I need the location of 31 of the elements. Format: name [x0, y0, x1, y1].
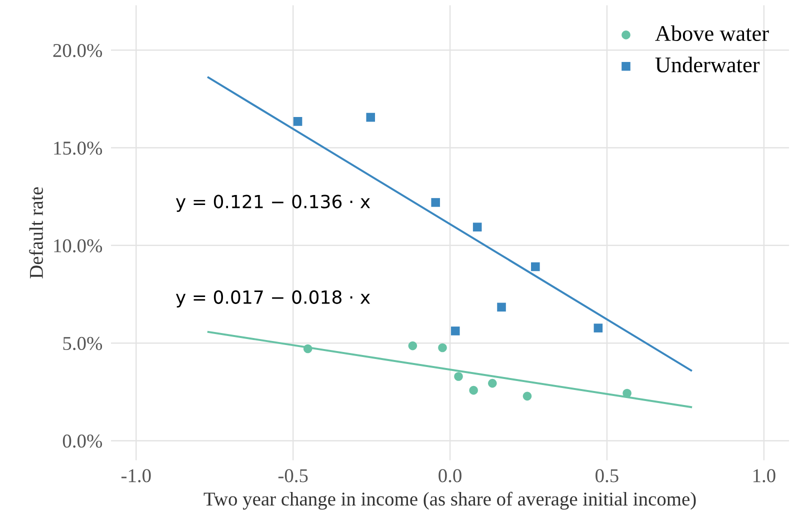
point — [438, 343, 447, 352]
x-tick-label: 0.0 — [438, 469, 462, 482]
y-tick-label: 20.0% — [53, 44, 102, 58]
point — [472, 222, 482, 232]
point — [469, 386, 478, 395]
point — [408, 341, 418, 350]
y-tick-label: 0.0% — [62, 434, 102, 448]
point — [366, 112, 376, 122]
y-tick-label: 5.0% — [63, 336, 102, 350]
point — [497, 302, 506, 312]
point — [522, 392, 532, 401]
point — [594, 324, 603, 332]
legend-label: Above water — [655, 25, 769, 42]
point — [488, 378, 497, 388]
x-tick-label: -1.0 — [121, 469, 151, 482]
x-tick-label: 0.5 — [596, 469, 618, 482]
point — [431, 198, 440, 207]
point — [454, 372, 463, 381]
legend-label: Underwater — [655, 56, 760, 72]
x-axis-title: Two year change in income (as share of average initial income) — [204, 492, 696, 510]
x-tick-label: 1.0 — [753, 469, 776, 482]
annotation: y = 0.121 − 0.136 · x — [176, 194, 370, 212]
point — [450, 326, 460, 336]
x-tick-label: -0.5 — [278, 469, 308, 482]
y-tick-label: 10.0% — [54, 239, 102, 252]
annotation: y = 0.017 − 0.018 · x — [176, 290, 370, 308]
point — [303, 344, 312, 354]
point — [531, 262, 540, 272]
y-axis-title: Default rate — [29, 187, 43, 278]
y-tick-label: 15.0% — [54, 142, 102, 155]
point — [293, 117, 302, 126]
